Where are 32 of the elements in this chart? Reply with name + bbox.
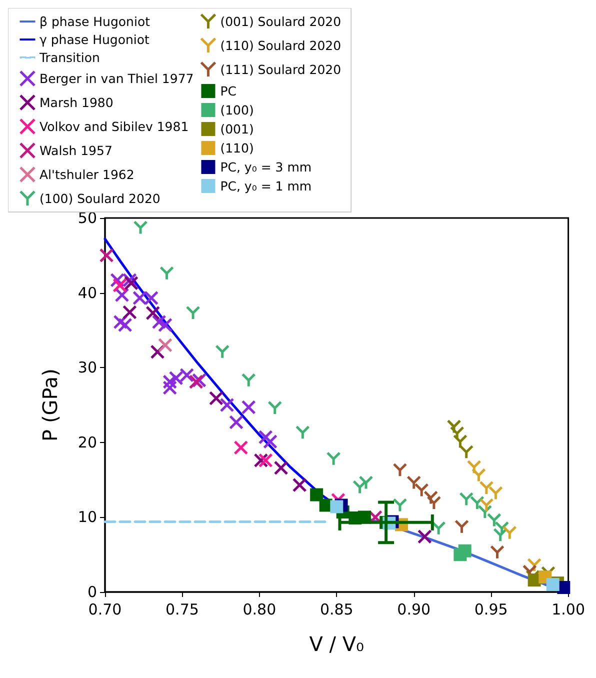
legend-label: γ phase Hugoniot: [40, 32, 150, 47]
y-tick-label: 40: [78, 284, 97, 302]
y-axis-title: P (GPa): [38, 368, 62, 442]
legend-label: (110) Soulard 2020: [220, 38, 342, 53]
x-tick-label: 0.85: [320, 600, 354, 618]
legend-label: (111) Soulard 2020: [220, 62, 342, 77]
legend-label: Volkov and Sibilev 1981: [40, 119, 189, 134]
y-tick-label: 20: [78, 433, 97, 452]
x-tick-label: 0.75: [166, 600, 199, 618]
legend-label: (100) Soulard 2020: [40, 191, 160, 206]
y-tick-label: 0: [87, 583, 97, 601]
legend-label: β phase Hugoniot: [40, 14, 150, 29]
legend-label: Berger in van Thiel 1977: [40, 71, 194, 86]
x-tick-label: 0.95: [474, 600, 508, 618]
legend-label: (001): [220, 122, 254, 136]
legend-label: PC: [220, 84, 237, 98]
legend-label: Transition: [38, 50, 100, 65]
x-tick-label: 0.70: [88, 600, 122, 618]
x-axis-title: V / V₀: [309, 632, 364, 656]
y-tick-label: 30: [78, 358, 97, 377]
legend-label: Walsh 1957: [40, 143, 112, 158]
legend-label: Al'tshuler 1962: [40, 167, 134, 182]
legend-label: (001) Soulard 2020: [220, 14, 342, 29]
x-tick-label: 0.80: [242, 600, 276, 618]
legend-label: (100): [220, 102, 254, 118]
legend-label: (110): [220, 140, 254, 156]
legend-label: Marsh 1980: [40, 95, 114, 110]
y-tick-label: 10: [78, 508, 97, 526]
legend-label: PC, y₀ = 1 mm: [220, 178, 312, 194]
x-tick-label: 0.90: [397, 600, 431, 618]
legend-label: PC, y₀ = 3 mm: [220, 160, 312, 174]
x-tick-label: 1.00: [552, 600, 586, 618]
